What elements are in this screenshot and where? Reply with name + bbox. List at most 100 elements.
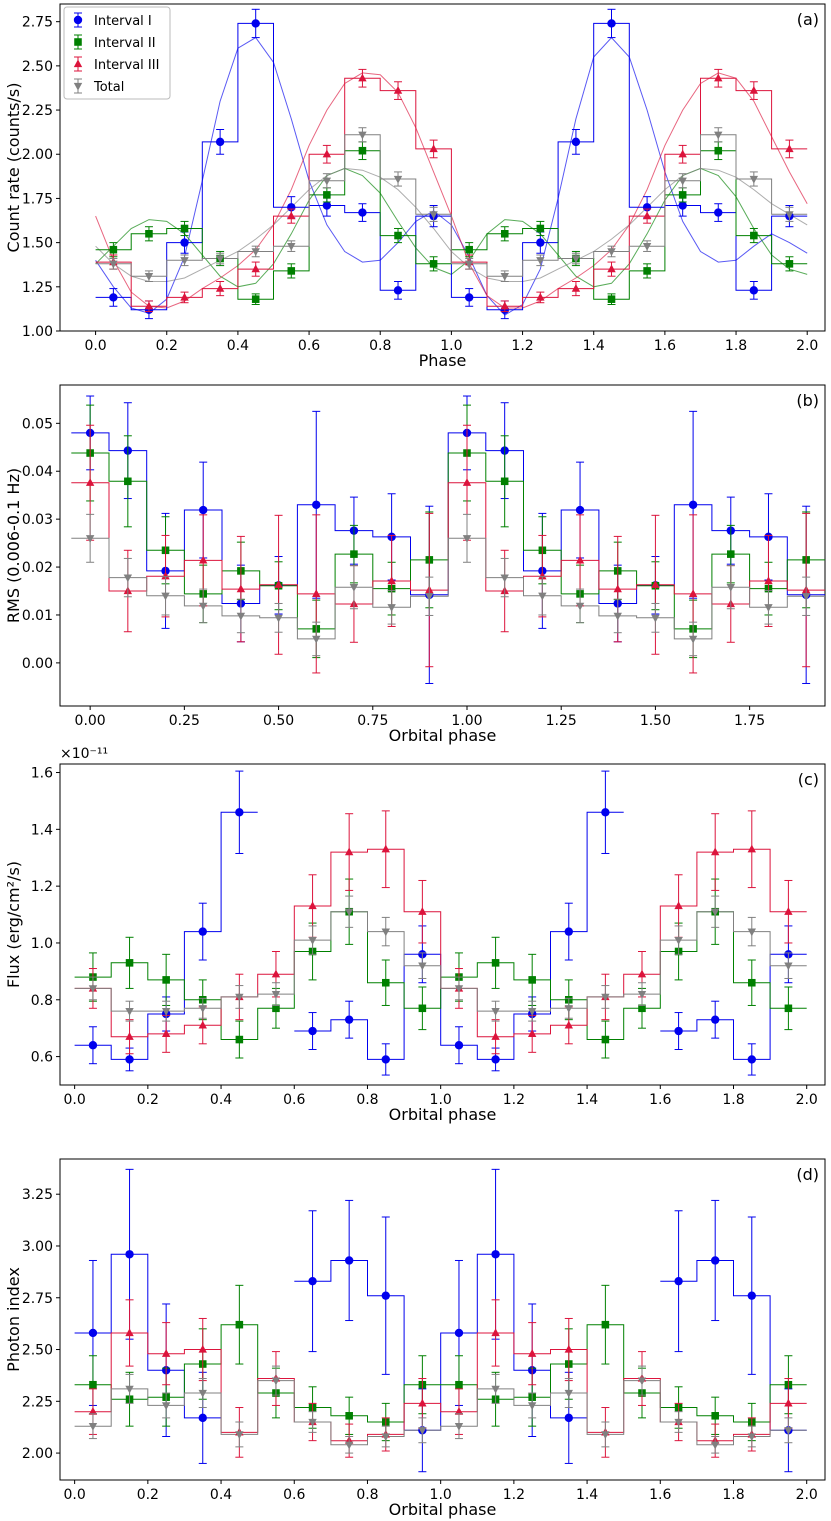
data-point (271, 969, 281, 978)
data-point (381, 1433, 390, 1442)
data-point (711, 1412, 719, 1420)
data-point (710, 908, 720, 917)
step-line-total (74, 911, 807, 1012)
data-point (527, 1029, 537, 1038)
x-tick-label: 0.2 (137, 1092, 159, 1108)
data-point (688, 635, 698, 644)
series-total (85, 513, 811, 657)
data-point (215, 283, 225, 292)
data-point (161, 1349, 171, 1357)
y-tick-label: 2.25 (22, 103, 53, 119)
data-point (125, 1385, 134, 1394)
data-point (308, 936, 317, 945)
plot-area (71, 395, 825, 684)
data-point (601, 1035, 610, 1044)
data-point (607, 264, 616, 273)
panel-label: (b) (796, 391, 819, 410)
data-point (235, 1320, 244, 1329)
data-point (235, 993, 244, 1002)
data-point (678, 177, 687, 186)
x-tick-label: 0.4 (227, 338, 249, 354)
x-tick-label: 0.50 (263, 713, 294, 729)
x-tick-label: 2.0 (796, 1487, 818, 1503)
data-point (236, 584, 246, 593)
data-point (500, 477, 509, 486)
data-point (536, 224, 545, 233)
data-point (418, 1427, 427, 1435)
data-point (109, 260, 118, 269)
data-point (251, 264, 260, 273)
data-point (429, 211, 438, 219)
data-point (161, 1402, 171, 1411)
data-point (674, 901, 683, 910)
x-tick-label: 0.2 (156, 338, 178, 354)
data-point (674, 1418, 683, 1427)
data-point (747, 928, 756, 937)
data-point (85, 478, 95, 486)
data-point (601, 1320, 610, 1329)
data-point (308, 901, 317, 910)
y-tick-label: 1.2 (31, 879, 53, 895)
data-point (714, 131, 723, 140)
data-point (235, 808, 244, 817)
data-point (125, 1055, 134, 1064)
y-tick-label: 1.0 (31, 936, 53, 952)
data-point (349, 584, 359, 592)
x-tick-label: 2.0 (796, 338, 818, 354)
data-point (345, 1412, 353, 1420)
x-tick-label: 0.75 (357, 713, 388, 729)
x-tick-label: 1.2 (511, 338, 533, 354)
data-point (801, 593, 811, 601)
data-point (454, 1407, 464, 1415)
y-tick-label: 0.04 (22, 464, 53, 480)
data-point (85, 535, 95, 543)
x-tick-label: 0.6 (283, 1487, 305, 1503)
data-point (491, 1328, 500, 1337)
data-point (344, 908, 354, 917)
y-tick-label: 0.05 (22, 416, 53, 432)
data-point (387, 576, 396, 585)
x-tick-label: 1.4 (583, 338, 605, 354)
data-point (674, 1026, 683, 1036)
data-point (714, 146, 723, 155)
data-point (199, 555, 208, 564)
legend-box (63, 6, 171, 100)
data-point (613, 612, 622, 621)
data-point (381, 1055, 390, 1064)
data-point (344, 1015, 354, 1024)
data-point (747, 844, 756, 853)
data-point (198, 927, 207, 936)
x-tick-label: 0.25 (169, 713, 200, 729)
data-point (358, 146, 367, 155)
data-point (748, 978, 756, 987)
y-tick-label: 1.00 (22, 324, 53, 340)
data-point (571, 283, 581, 292)
x-axis-label: Orbital phase (389, 1500, 497, 1519)
data-point (638, 1004, 646, 1013)
x-tick-label: 1.00 (451, 713, 482, 729)
data-point (527, 1349, 537, 1357)
data-point (198, 1005, 207, 1013)
data-point (575, 505, 585, 515)
data-point (180, 257, 189, 265)
panel-label: (d) (796, 1165, 819, 1184)
data-point (109, 293, 118, 302)
data-point (764, 576, 773, 585)
data-point (425, 593, 434, 601)
data-point (287, 267, 296, 275)
data-point (747, 1055, 756, 1064)
data-point (601, 1431, 610, 1440)
x-tick-label: 0.6 (283, 1092, 305, 1108)
y-tick-label: 1.4 (31, 822, 53, 838)
data-point (308, 1276, 317, 1286)
data-point (784, 907, 793, 915)
data-point (88, 1328, 98, 1338)
data-point (564, 1389, 573, 1398)
data-point (322, 149, 332, 158)
data-point (251, 19, 260, 28)
data-point (491, 1250, 500, 1259)
data-point (198, 1413, 207, 1423)
y-tick-label: 2.75 (22, 15, 53, 31)
data-point (575, 602, 585, 611)
data-point (491, 1055, 500, 1064)
